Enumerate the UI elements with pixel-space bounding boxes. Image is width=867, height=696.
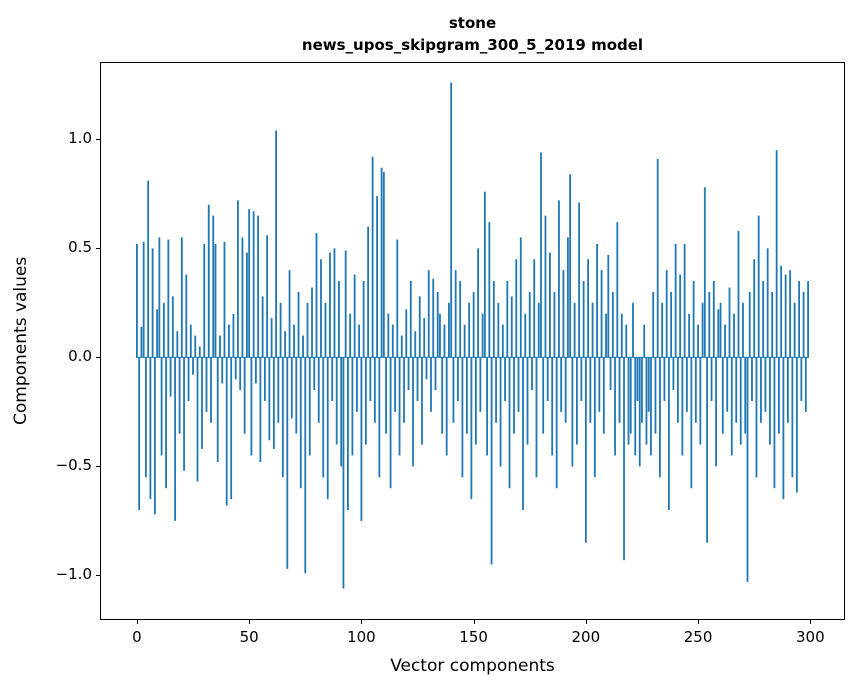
y-tick-label: 1.0 <box>68 129 92 148</box>
x-axis-label: Vector components <box>390 656 555 676</box>
y-tick-label: −0.5 <box>55 456 92 475</box>
y-tick-mark <box>96 139 100 141</box>
x-tick-label: 250 <box>683 628 713 646</box>
chart-title-model: news_upos_skipgram_300_5_2019 model <box>301 36 644 54</box>
y-tick-mark <box>96 466 100 468</box>
x-tick-label: 150 <box>459 628 488 646</box>
chart-title: stone news_upos_skipgram_300_5_2019 mode… <box>100 12 845 56</box>
x-tick-mark <box>361 620 363 624</box>
x-tick-label: 200 <box>571 628 601 646</box>
x-tick-label: 100 <box>347 628 376 646</box>
y-tick-label: 0.0 <box>68 347 92 366</box>
y-tick-label: 0.5 <box>68 238 92 257</box>
bars <box>136 82 809 589</box>
y-tick-label: −1.0 <box>55 565 92 584</box>
chart-title-word: stone <box>448 14 497 32</box>
plot-area <box>100 62 845 620</box>
x-tick-label: 0 <box>132 628 142 646</box>
y-tick-mark <box>96 575 100 577</box>
x-tick-mark <box>473 620 475 624</box>
x-tick-mark <box>585 620 587 624</box>
x-tick-label: 50 <box>239 628 259 646</box>
x-tick-mark <box>698 620 700 624</box>
x-tick-label: 300 <box>796 628 825 646</box>
y-axis-label: Components values <box>11 256 31 426</box>
x-tick-mark <box>810 620 812 624</box>
x-tick-mark <box>136 620 138 624</box>
y-tick-mark <box>96 357 100 359</box>
x-tick-mark <box>249 620 251 624</box>
y-tick-mark <box>96 248 100 250</box>
